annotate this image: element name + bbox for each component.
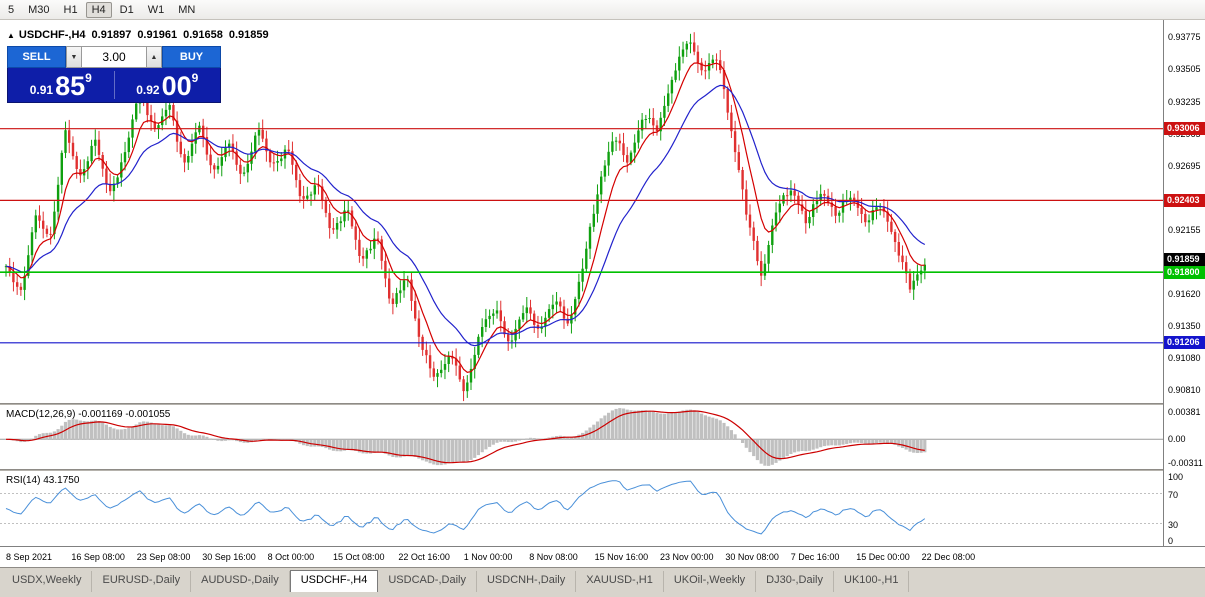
quote-high: 0.91961 <box>137 29 177 41</box>
one-click-trading-panel: SELL ▼ ▲ BUY 0.91 85 9 0.92 00 9 <box>7 46 221 103</box>
volume-decrease-button[interactable]: ▼ <box>66 46 82 68</box>
price-axis-label: 0.92695 <box>1168 161 1201 171</box>
price-axis-label: 0.91350 <box>1168 321 1201 331</box>
volume-increase-button[interactable]: ▲ <box>146 46 162 68</box>
time-axis-label: 1 Nov 00:00 <box>464 552 513 562</box>
time-axis-label: 8 Sep 2021 <box>6 552 52 562</box>
current-price-badge: 0.91859 <box>1164 253 1205 266</box>
chart-tab-usdcnh-daily[interactable]: USDCNH-,Daily <box>477 571 576 592</box>
time-axis-label: 30 Sep 16:00 <box>202 552 256 562</box>
chart-tab-usdcad-daily[interactable]: USDCAD-,Daily <box>378 571 477 592</box>
sell-button[interactable]: SELL <box>7 46 66 68</box>
time-axis-label: 15 Oct 08:00 <box>333 552 385 562</box>
time-axis-label: 16 Sep 08:00 <box>71 552 125 562</box>
macd-axis-label: 0.00 <box>1168 434 1186 444</box>
timeframe-button-d1[interactable]: D1 <box>114 2 140 18</box>
rsi-chart[interactable] <box>0 471 1163 546</box>
rsi-axis-label: 100 <box>1168 472 1183 482</box>
price-axis-label: 0.91620 <box>1168 289 1201 299</box>
rsi-axis-label: 30 <box>1168 520 1178 530</box>
time-axis-label: 15 Dec 00:00 <box>856 552 910 562</box>
chart-symbol-readout: ▲ USDCHF-,H4 0.91897 0.91961 0.91658 0.91859 <box>7 29 269 41</box>
rsi-axis-label: 70 <box>1168 490 1178 500</box>
quote-close: 0.91859 <box>229 29 269 41</box>
buy-price-display[interactable]: 0.92 00 9 <box>115 68 221 102</box>
rsi-axis-label: 0 <box>1168 536 1173 546</box>
macd-indicator-label: MACD(12,26,9) -0.001169 -0.001055 <box>6 409 170 420</box>
price-line-badge: 0.91800 <box>1164 266 1205 279</box>
timeframe-button-w1[interactable]: W1 <box>142 2 171 18</box>
chart-tab-dj30-daily[interactable]: DJ30-,Daily <box>756 571 834 592</box>
price-axis-label: 0.90810 <box>1168 385 1201 395</box>
timeframe-button-h1[interactable]: H1 <box>58 2 84 18</box>
time-axis-label: 8 Nov 08:00 <box>529 552 578 562</box>
chart-tab-bar: USDX,WeeklyEURUSD-,DailyAUDUSD-,DailyUSD… <box>0 567 1205 592</box>
mt4-window: 5M30H1H4D1W1MN ▲ USDCHF-,H4 0.91897 0.91961… <box>0 0 1205 597</box>
sell-price-sup: 9 <box>85 72 92 84</box>
timeframe-button-m30[interactable]: M30 <box>22 2 55 18</box>
chart-window: ▲USDCHF-,H40.918970.919610.916580.91859 … <box>0 20 1205 567</box>
time-axis[interactable]: 8 Sep 2021 16 Sep 08:00 23 Sep 08:00 30 Sep… <box>0 546 1205 567</box>
price-axis-label: 0.92155 <box>1168 225 1201 235</box>
chart-tab-usdx-weekly[interactable]: USDX,Weekly <box>2 571 92 592</box>
quote-open: 0.91897 <box>92 29 132 41</box>
buy-price-base: 0.92 <box>136 83 159 98</box>
price-line-badge: 0.93006 <box>1164 122 1205 135</box>
sell-price-base: 0.91 <box>30 83 53 98</box>
macd-axis-label: -0.00311 <box>1168 458 1203 468</box>
chart-tab-eurusd-daily[interactable]: EURUSD-,Daily <box>92 571 191 592</box>
timeframe-button-h4[interactable]: H4 <box>86 2 112 18</box>
price-axis-label: 0.93775 <box>1168 32 1201 42</box>
buy-price-big: 00 <box>162 74 192 98</box>
trade-controls-row: SELL ▼ ▲ BUY <box>7 46 221 68</box>
sell-price-display[interactable]: 0.91 85 9 <box>8 68 114 102</box>
chart-tab-ukoil-weekly[interactable]: UKOil-,Weekly <box>664 571 756 592</box>
time-axis-label: 22 Dec 08:00 <box>922 552 976 562</box>
price-axis-label: 0.91080 <box>1168 353 1201 363</box>
price-line-badge: 0.92403 <box>1164 194 1205 207</box>
time-axis-label: 30 Nov 08:00 <box>725 552 779 562</box>
timeframe-button-5[interactable]: 5 <box>2 2 20 18</box>
sell-price-big: 85 <box>55 74 85 98</box>
chart-tab-xauusd-h1[interactable]: XAUUSD-,H1 <box>576 571 664 592</box>
price-line-badge: 0.91206 <box>1164 336 1205 349</box>
chart-tab-usdchf-h4[interactable]: USDCHF-,H4 <box>290 570 379 592</box>
trade-panel-collapse-icon[interactable]: ▲ <box>7 31 15 40</box>
price-axis-label: 0.93505 <box>1168 64 1201 74</box>
buy-price-sup: 9 <box>192 72 199 84</box>
bid-ask-display: 0.91 85 9 0.92 00 9 <box>7 68 221 103</box>
chart-tab-uk100-h1[interactable]: UK100-,H1 <box>834 571 909 592</box>
time-axis-label: 23 Nov 00:00 <box>660 552 714 562</box>
timeframe-toolbar: 5M30H1H4D1W1MN <box>0 0 1205 20</box>
chart-tab-audusd-daily[interactable]: AUDUSD-,Daily <box>191 571 290 592</box>
symbol-timeframe-label: USDCHF-,H4 <box>19 29 86 41</box>
timeframe-button-mn[interactable]: MN <box>172 2 201 18</box>
quote-low: 0.91658 <box>183 29 223 41</box>
rsi-indicator-label: RSI(14) 43.1750 <box>6 475 79 486</box>
volume-input[interactable] <box>82 46 146 68</box>
buy-button[interactable]: BUY <box>162 46 221 68</box>
time-axis-label: 8 Oct 00:00 <box>268 552 315 562</box>
price-axis-label: 0.93235 <box>1168 97 1201 107</box>
price-axis[interactable]: 0.937750.935050.932350.929650.926950.924… <box>1163 20 1205 546</box>
macd-chart[interactable] <box>0 405 1163 469</box>
bottom-strip <box>0 592 1205 597</box>
time-axis-label: 22 Oct 16:00 <box>398 552 450 562</box>
time-axis-label: 7 Dec 16:00 <box>791 552 840 562</box>
time-axis-label: 15 Nov 16:00 <box>595 552 649 562</box>
time-axis-label: 23 Sep 08:00 <box>137 552 191 562</box>
macd-axis-label: 0.00381 <box>1168 407 1201 417</box>
